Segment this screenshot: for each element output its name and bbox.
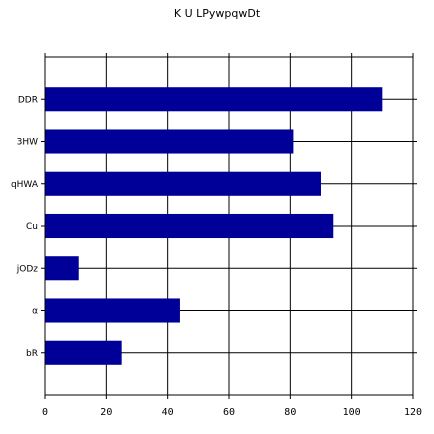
bar-3 [45,213,334,239]
x-tick-label: 60 [223,407,235,418]
y-category-label: α [32,307,38,317]
bar-0 [45,87,383,112]
x-tick-label: 80 [284,407,296,418]
chart-title: K U LPywpqwDt [173,7,261,20]
x-tick-label: 120 [404,407,422,418]
x-tick-label: 0 [42,407,48,418]
bars [45,87,383,365]
labels: 0 20 40 60 80 100 120 DDR 3HW qHWA Cu jODz α bR [11,95,422,418]
y-category-label: bR [26,349,38,359]
y-category-label: jODz [16,264,39,274]
y-category-label: 3HW [17,138,38,148]
x-tick-label: 100 [343,407,361,418]
x-tick-label: 40 [162,407,174,418]
bar-1 [45,129,294,154]
bar-2 [45,171,321,196]
ticks [41,53,417,399]
bar-4 [45,256,79,281]
bar-5 [45,298,180,323]
y-category-label: qHWA [11,180,39,190]
bar-6 [45,340,122,365]
y-category-label: DDR [18,95,38,105]
y-category-label: Cu [26,222,38,232]
x-tick-label: 20 [100,407,112,418]
